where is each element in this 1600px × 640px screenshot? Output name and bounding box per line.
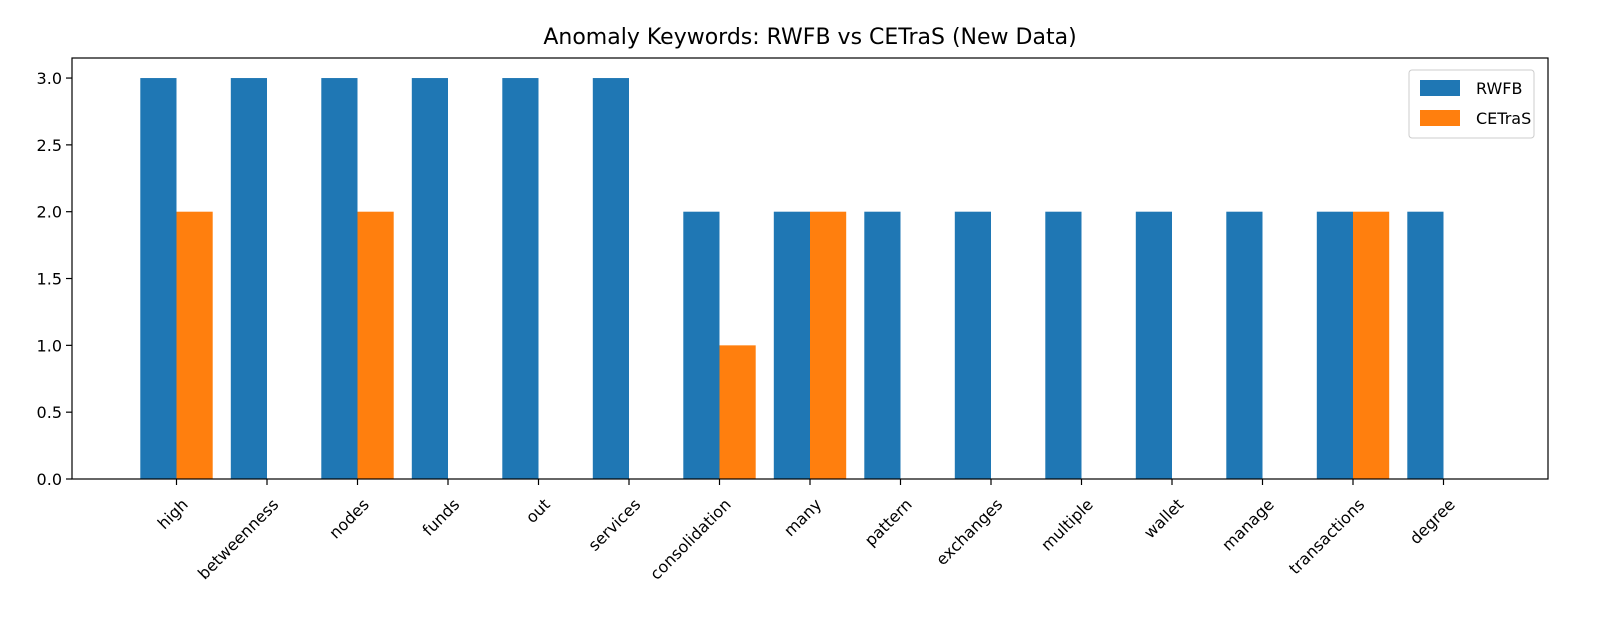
bar-rwfb-nodes: [321, 78, 358, 480]
chart-title: Anomaly Keywords: RWFB vs CETraS (New Da…: [543, 25, 1076, 50]
x-tick-label-funds: funds: [418, 495, 463, 540]
x-tick-label-out: out: [522, 495, 554, 527]
bar-rwfb-degree: [1407, 211, 1444, 479]
y-tick-label: 2.5: [37, 136, 62, 155]
y-tick-label: 1.0: [37, 336, 62, 355]
x-tick-label-betweenness: betweenness: [194, 495, 282, 583]
x-tick-label-nodes: nodes: [325, 495, 373, 543]
bar-rwfb-manage: [1226, 211, 1263, 479]
bar-cetras-transactions: [1353, 211, 1390, 479]
x-tick-label-wallet: wallet: [1140, 495, 1187, 542]
legend-swatch-rwfb: [1420, 80, 1460, 96]
bar-rwfb-high: [140, 78, 177, 480]
bar-cetras-nodes: [357, 211, 394, 479]
bar-cetras-many: [810, 211, 847, 479]
bar-rwfb-transactions: [1316, 211, 1353, 479]
bar-rwfb-services: [592, 78, 629, 480]
x-tick-label-degree: degree: [1406, 495, 1459, 548]
bar-cetras-high: [176, 211, 213, 479]
y-axis: 0.0 0.5 1.0 1.5 2.0 2.5 3.0: [37, 69, 72, 489]
bar-rwfb-pattern: [864, 211, 901, 479]
y-tick-label: 0.0: [37, 470, 62, 489]
bar-rwfb-betweenness: [230, 78, 267, 480]
legend-label-cetras: CETraS: [1476, 109, 1531, 128]
x-tick-label-high: high: [154, 495, 192, 533]
legend-swatch-cetras: [1420, 110, 1460, 126]
x-tick-label-services: services: [584, 495, 644, 555]
x-tick-label-consolidation: consolidation: [646, 495, 735, 584]
bar-rwfb-many: [773, 211, 810, 479]
bar-cetras-consolidation: [719, 345, 756, 479]
bar-rwfb-multiple: [1045, 211, 1082, 479]
x-axis: high betweenness nodes funds out services cons…: [154, 479, 1459, 584]
bar-rwfb-consolidation: [683, 211, 720, 479]
legend-label-rwfb: RWFB: [1476, 79, 1522, 98]
y-tick-label: 3.0: [37, 69, 62, 88]
legend: RWFB CETraS: [1408, 69, 1535, 139]
y-tick-label: 2.0: [37, 203, 62, 222]
x-tick-label-transactions: transactions: [1285, 495, 1368, 578]
bar-rwfb-out: [502, 78, 539, 480]
x-tick-label-pattern: pattern: [861, 495, 916, 550]
bar-rwfb-exchanges: [954, 211, 991, 479]
x-tick-label-many: many: [780, 495, 825, 540]
y-tick-label: 1.5: [37, 270, 62, 289]
x-tick-label-multiple: multiple: [1037, 495, 1097, 555]
bar-rwfb-funds: [411, 78, 448, 480]
y-tick-label: 0.5: [37, 403, 62, 422]
bar-rwfb-wallet: [1135, 211, 1172, 479]
x-tick-label-exchanges: exchanges: [932, 495, 1006, 569]
plot-area: [140, 78, 1444, 480]
x-tick-label-manage: manage: [1218, 495, 1278, 555]
